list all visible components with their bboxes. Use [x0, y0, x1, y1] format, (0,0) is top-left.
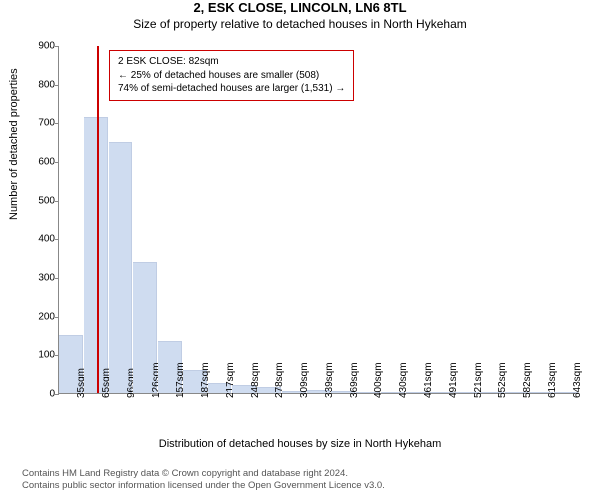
y-tick-mark [55, 239, 59, 240]
y-tick-mark [55, 85, 59, 86]
chart-title: 2, ESK CLOSE, LINCOLN, LN6 8TL [0, 0, 600, 15]
y-tick-label: 0 [25, 389, 55, 400]
histogram-bar [84, 117, 108, 393]
annotation-line: 74% of semi-detached houses are larger (… [118, 82, 345, 96]
footer-line: Contains HM Land Registry data © Crown c… [22, 468, 385, 480]
y-tick-label: 900 [25, 41, 55, 52]
annotation-line: ← 25% of detached houses are smaller (50… [118, 69, 345, 83]
y-tick-label: 300 [25, 273, 55, 284]
y-tick-label: 400 [25, 234, 55, 245]
x-tick-label: 643sqm [572, 362, 583, 398]
x-axis-label: Distribution of detached houses by size … [0, 438, 600, 450]
y-tick-label: 800 [25, 79, 55, 90]
y-tick-label: 100 [25, 350, 55, 361]
y-tick-label: 600 [25, 157, 55, 168]
y-tick-label: 500 [25, 195, 55, 206]
annotation-line: 2 ESK CLOSE: 82sqm [118, 55, 345, 69]
y-tick-label: 200 [25, 311, 55, 322]
footer-line: Contains public sector information licen… [22, 480, 385, 492]
plot-area: 010020030040050060070080090035sqm65sqm96… [58, 46, 578, 394]
y-axis-label: Number of detached properties [8, 68, 20, 220]
histogram-bar [109, 142, 133, 393]
annotation-box: 2 ESK CLOSE: 82sqm← 25% of detached hous… [109, 50, 354, 101]
y-tick-mark [55, 123, 59, 124]
y-tick-mark [55, 46, 59, 47]
y-tick-mark [55, 394, 59, 395]
y-tick-label: 700 [25, 118, 55, 129]
y-tick-mark [55, 162, 59, 163]
y-tick-mark [55, 317, 59, 318]
y-tick-mark [55, 278, 59, 279]
chart: 010020030040050060070080090035sqm65sqm96… [58, 46, 578, 426]
chart-subtitle: Size of property relative to detached ho… [0, 17, 600, 31]
footer-attribution: Contains HM Land Registry data © Crown c… [22, 468, 385, 492]
property-marker-line [97, 46, 99, 393]
y-tick-mark [55, 201, 59, 202]
